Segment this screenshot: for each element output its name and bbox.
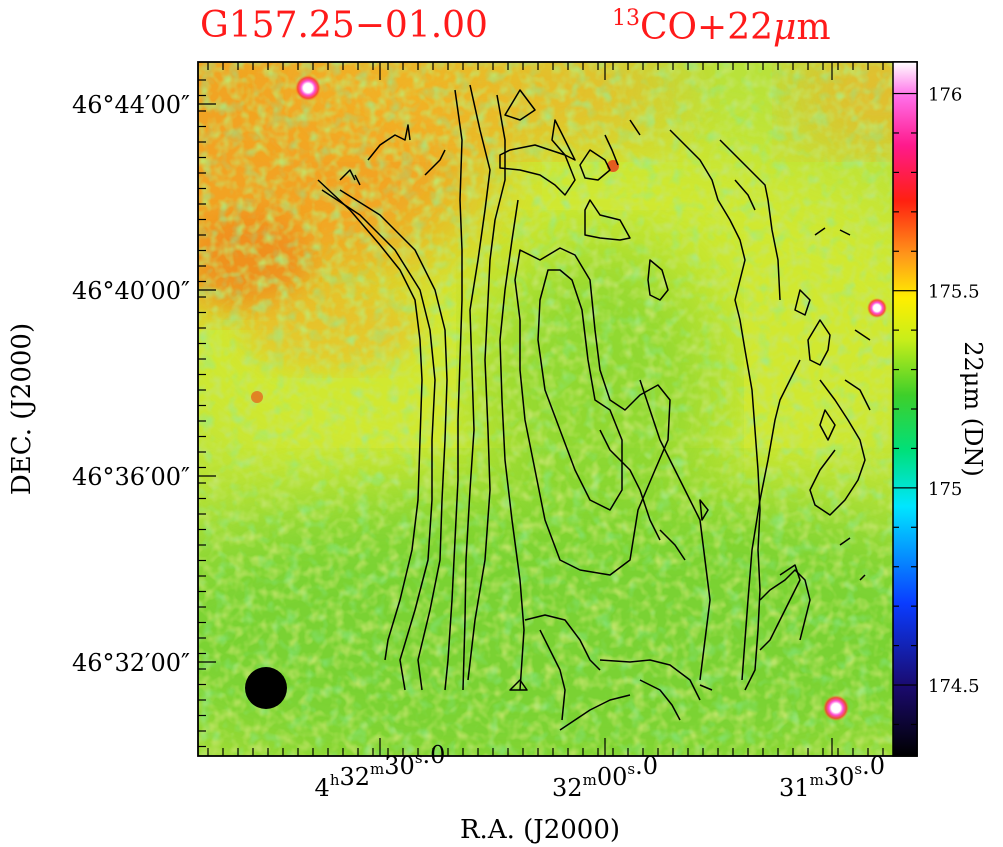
colorbar-tick-label: 175.5 <box>928 282 980 303</box>
colorbar: 174.5 175 175.5 176 <box>892 61 980 757</box>
contour-line <box>839 229 851 236</box>
tracer-superscript: 13 <box>612 6 640 31</box>
contour-line <box>367 124 411 161</box>
contour-line <box>741 359 801 681</box>
colorbar-tick-label: 176 <box>928 85 962 106</box>
contour-line <box>859 574 866 581</box>
contour-line <box>669 129 761 691</box>
x-tick-labels: 4h32m30s.0 32m00s.0 31m30s.0 <box>315 741 885 802</box>
contour-line <box>514 247 671 576</box>
contour-line <box>579 149 611 181</box>
y-tick-label: 46°40′00″ <box>72 277 190 305</box>
contour-line <box>809 379 866 516</box>
contour-line <box>659 529 686 561</box>
contour-line <box>509 679 528 691</box>
contour-line <box>524 614 601 671</box>
contour-line <box>499 199 525 691</box>
contour-line <box>537 269 623 511</box>
colorbar-tick-label: 175 <box>928 479 962 500</box>
contour-line <box>839 537 851 546</box>
contour-line <box>339 169 356 181</box>
beam-marker <box>245 667 287 709</box>
y-tick-label: 46°36′00″ <box>72 463 190 491</box>
contour-line <box>759 564 801 651</box>
contour-line <box>844 379 871 411</box>
contour-line <box>539 629 566 721</box>
source-name-title: G157.25−01.00 <box>200 5 488 46</box>
y-axis-title: DEC. (J2000) <box>7 323 37 495</box>
contour-line <box>559 694 631 731</box>
contour-line <box>807 319 831 366</box>
contour-line <box>819 409 836 441</box>
co-contours <box>317 84 871 731</box>
contour-line <box>604 134 619 166</box>
contour-line <box>462 84 491 691</box>
contour-line <box>599 659 701 701</box>
contour-line <box>734 179 756 211</box>
colorbar-title: 22μm (DN) <box>959 341 987 477</box>
tracer-title: 13CO+22μm <box>612 6 831 48</box>
contour-line <box>759 569 811 641</box>
heatmap-image <box>198 62 917 756</box>
contour-line <box>499 144 576 196</box>
x-tick-label: 4h32m30s.0 <box>315 741 446 802</box>
contour-line <box>551 119 576 161</box>
contour-line <box>647 259 669 301</box>
contour-line <box>699 499 709 521</box>
contour-line <box>424 149 446 176</box>
contour-line <box>354 174 361 186</box>
point-source-1 <box>295 75 321 101</box>
contour-line <box>814 227 826 236</box>
contour-line <box>339 189 448 691</box>
y-tick-label: 46°44′00″ <box>72 91 190 119</box>
contour-line <box>444 89 463 691</box>
contour-line <box>599 429 661 541</box>
contour-line <box>467 94 506 681</box>
y-tick-labels: 46°44′00″ 46°40′00″ 46°36′00″ 46°32′00″ <box>72 91 190 677</box>
contour-line <box>639 679 681 721</box>
contour-line <box>794 289 811 316</box>
point-source-2 <box>823 695 849 721</box>
x-axis-title: R.A. (J2000) <box>460 815 620 845</box>
contour-line <box>629 119 641 136</box>
point-source-3 <box>867 298 887 318</box>
contour-line <box>699 684 713 691</box>
contour-line <box>321 189 436 691</box>
contour-line <box>854 329 871 341</box>
x-tick-label: 32m00s.0 <box>552 752 658 802</box>
colorbar-tick-label: 174.5 <box>928 676 980 697</box>
contour-line <box>317 179 423 661</box>
y-tick-label: 46°32′00″ <box>72 649 190 677</box>
contour-line <box>504 89 536 121</box>
x-tick-label: 31m30s.0 <box>779 752 885 802</box>
contour-line <box>584 199 631 241</box>
contour-line <box>719 139 781 301</box>
contour-line <box>639 379 711 681</box>
